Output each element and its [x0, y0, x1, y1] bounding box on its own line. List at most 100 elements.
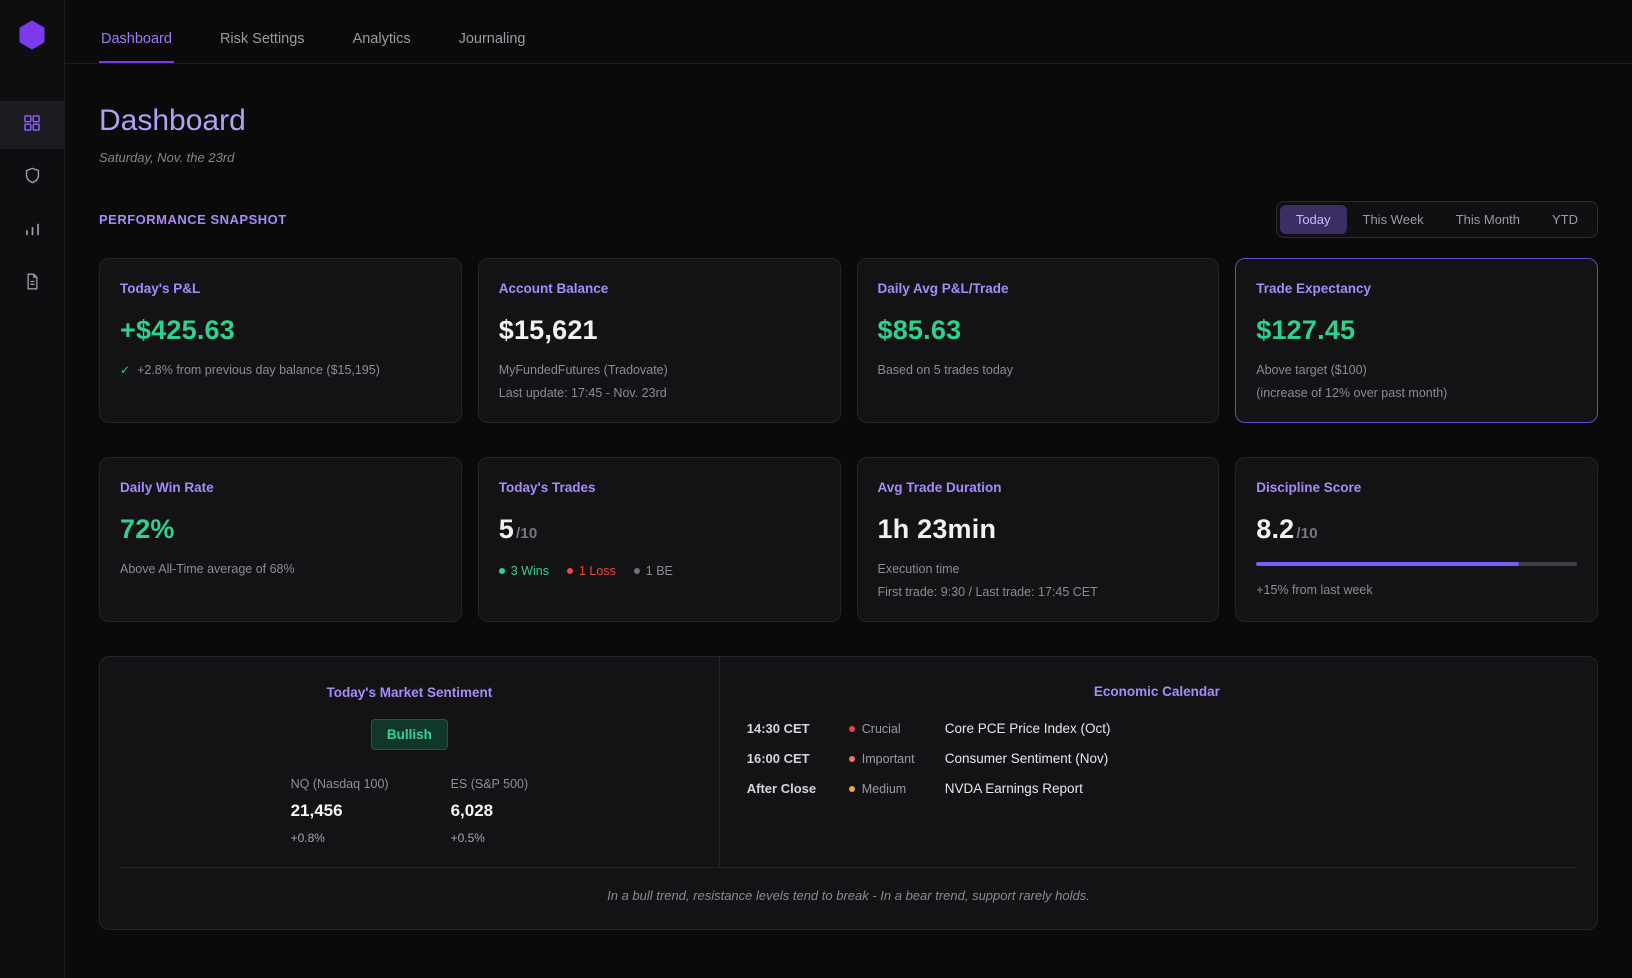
breakeven-dot-icon: [633, 568, 640, 574]
event-time: After Close: [746, 781, 817, 796]
trades-denominator: /10: [515, 525, 538, 542]
kpi-cards-grid: Today's P&L +$425.63 ✓ +2.8% from previou…: [99, 258, 1598, 622]
discipline-score: 8.2: [1256, 514, 1295, 544]
market-label: NQ (Nasdaq 100): [290, 777, 389, 791]
losses-label: 1 Loss: [578, 564, 616, 578]
card-account-balance: Account Balance $15,621 MyFundedFutures …: [477, 258, 841, 423]
range-this-week[interactable]: This Week: [1362, 212, 1424, 227]
trades-value-row: 5/10: [499, 514, 820, 545]
trades-count: 5: [498, 514, 514, 544]
loss-dot-icon: [566, 568, 573, 574]
card-title: Daily Win Rate: [120, 480, 214, 495]
discipline-progress-track: [1256, 562, 1577, 566]
trades-breakeven: 1 BE: [633, 564, 673, 578]
win-rate-note: Above All-Time average of 68%: [120, 562, 295, 576]
market-sentiment-section: Today's Market Sentiment Bullish NQ (Nas…: [100, 657, 720, 867]
card-title: Account Balance: [498, 281, 609, 296]
event-priority: Medium: [848, 782, 945, 796]
pnl-note: ✓ +2.8% from previous day balance ($15,19…: [120, 363, 441, 377]
market-value: 6,028: [450, 801, 494, 820]
calendar-event: 14:30 CET Crucial Core PCE Price Index (…: [747, 721, 1567, 736]
priority-dot-icon: [848, 725, 855, 732]
card-title: Discipline Score: [1256, 480, 1362, 495]
sidebar: [0, 0, 65, 978]
page-title: Dashboard: [99, 104, 246, 137]
sidebar-item-journal[interactable]: [0, 260, 64, 308]
event-name: NVDA Earnings Report: [944, 781, 1083, 796]
page-content: Dashboard Saturday, Nov. the 23rd PERFOR…: [65, 64, 1632, 930]
calendar-event: After Close Medium NVDA Earnings Report: [747, 781, 1567, 796]
discipline-denominator: /10: [1296, 525, 1318, 542]
page-date: Saturday, Nov. the 23rd: [99, 150, 235, 165]
card-daily-win-rate: Daily Win Rate 72% Above All-Time averag…: [99, 457, 462, 622]
bar-chart-icon: [23, 219, 42, 243]
market-change: +0.8%: [290, 831, 325, 845]
duration-line2: First trade: 9:30 / Last trade: 17:45 CE…: [877, 585, 1098, 599]
discipline-value-row: 8.2/10: [1256, 514, 1577, 545]
range-selector: Today This Week This Month YTD: [1275, 201, 1598, 238]
market-overview-top: Today's Market Sentiment Bullish NQ (Nas…: [100, 657, 1597, 867]
card-trade-expectancy: Trade Expectancy $127.45 Above target ($…: [1235, 258, 1598, 423]
range-this-month[interactable]: This Month: [1455, 212, 1520, 227]
expectancy-line1: Above target ($100): [1256, 363, 1367, 377]
discipline-progress-fill: [1256, 562, 1520, 566]
market-indices: NQ (Nasdaq 100) 21,456 +0.8% ES (S&P 500…: [120, 777, 699, 845]
market-label: ES (S&P 500): [450, 777, 529, 791]
breakeven-label: 1 BE: [645, 564, 673, 578]
sentiment-title: Today's Market Sentiment: [326, 685, 493, 700]
market-value: 21,456: [290, 801, 343, 820]
event-name: Consumer Sentiment (Nov): [944, 751, 1109, 766]
calendar-event: 16:00 CET Important Consumer Sentiment (…: [747, 751, 1567, 766]
sentiment-badge: Bullish: [370, 719, 448, 750]
tab-journaling[interactable]: Journaling: [458, 31, 526, 47]
card-title: Trade Expectancy: [1256, 281, 1372, 296]
trades-wins: 3 Wins: [498, 564, 549, 578]
avg-trade-value: $85.63: [877, 315, 962, 345]
calendar-title: Economic Calendar: [1093, 684, 1220, 699]
market-nq: NQ (Nasdaq 100) 21,456 +0.8%: [291, 777, 389, 845]
pnl-note-text: +2.8% from previous day balance ($15,195…: [137, 363, 380, 377]
tab-dashboard[interactable]: Dashboard: [99, 11, 174, 63]
dashboard-grid-icon: [22, 113, 42, 138]
sidebar-item-analytics[interactable]: [0, 207, 64, 255]
expectancy-value: $127.45: [1256, 315, 1356, 345]
expectancy-line2: (increase of 12% over past month): [1256, 386, 1448, 400]
priority-dot-icon: [848, 755, 855, 762]
event-time: 16:00 CET: [746, 751, 810, 766]
tab-analytics[interactable]: Analytics: [352, 31, 411, 47]
avg-trade-note: Based on 5 trades today: [877, 363, 1014, 377]
calendar-rows: 14:30 CET Crucial Core PCE Price Index (…: [747, 721, 1567, 796]
market-change: +0.5%: [450, 831, 485, 845]
card-daily-avg-pnl: Daily Avg P&L/Trade $85.63 Based on 5 tr…: [856, 258, 1220, 423]
event-priority: Important: [848, 751, 945, 766]
event-name: Core PCE Price Index (Oct): [944, 721, 1111, 736]
card-title: Avg Trade Duration: [877, 480, 1002, 495]
balance-provider: MyFundedFutures (Tradovate): [498, 363, 668, 377]
check-icon: ✓: [120, 363, 131, 377]
card-title: Daily Avg P&L/Trade: [877, 281, 1009, 296]
range-today[interactable]: Today: [1279, 205, 1347, 234]
trades-losses: 1 Loss: [566, 564, 616, 578]
sidebar-item-risk[interactable]: [0, 154, 64, 202]
priority-label: Important: [861, 751, 915, 766]
main-area: Dashboard Risk Settings Analytics Journa…: [65, 0, 1632, 978]
card-discipline-score: Discipline Score 8.2/10 +15% from last w…: [1235, 457, 1598, 622]
top-navigation: Dashboard Risk Settings Analytics Journa…: [65, 0, 1632, 64]
tab-risk-settings[interactable]: Risk Settings: [219, 31, 305, 47]
balance-last-update: Last update: 17:45 - Nov. 23rd: [498, 386, 667, 400]
trade-results: 3 Wins 1 Loss 1 BE: [498, 564, 820, 578]
priority-label: Crucial: [861, 721, 901, 736]
economic-calendar-section: Economic Calendar 14:30 CET Crucial Core…: [720, 657, 1597, 867]
card-title: Today's Trades: [498, 480, 596, 495]
app-logo[interactable]: [15, 17, 49, 57]
event-priority: Crucial: [848, 721, 945, 736]
card-todays-trades: Today's Trades 5/10 3 Wins 1 Loss 1 BE: [477, 457, 841, 622]
wins-label: 3 Wins: [510, 564, 549, 578]
card-title: Today's P&L: [120, 281, 201, 296]
win-dot-icon: [498, 568, 505, 574]
sidebar-item-dashboard[interactable]: [0, 101, 64, 149]
balance-value: $15,621: [498, 315, 598, 345]
market-quote: In a bull trend, resistance levels tend …: [607, 888, 1090, 903]
range-ytd[interactable]: YTD: [1552, 212, 1578, 227]
